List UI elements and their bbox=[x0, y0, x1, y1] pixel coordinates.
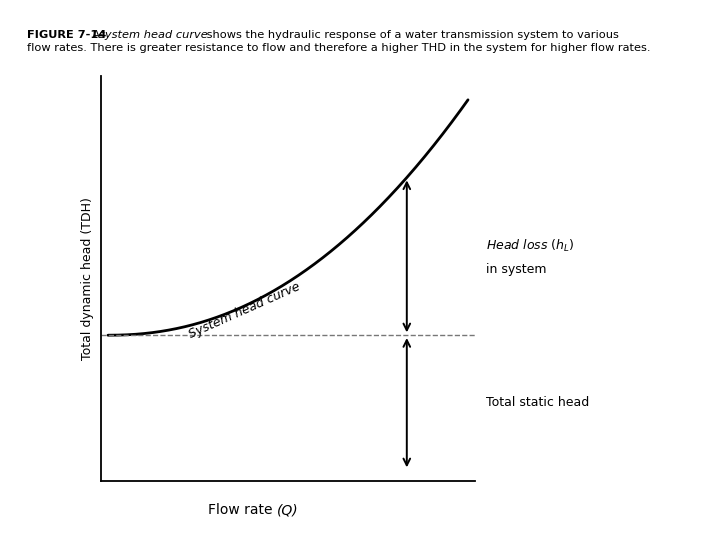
Text: (Q): (Q) bbox=[277, 503, 299, 517]
Text: in system: in system bbox=[486, 264, 546, 276]
Text: Copyright © 2015 by Pearson Education, Inc: Copyright © 2015 by Pearson Education, I… bbox=[421, 505, 623, 515]
Text: flow rates. There is greater resistance to flow and therefore a higher THD in th: flow rates. There is greater resistance … bbox=[27, 43, 651, 53]
Text: System head curve: System head curve bbox=[187, 280, 302, 341]
Text: Basic Environmental Technology: Basic Environmental Technology bbox=[155, 505, 301, 515]
Text: ALWAYS LEARNING: ALWAYS LEARNING bbox=[4, 510, 129, 524]
Text: system head curve: system head curve bbox=[99, 30, 208, 40]
Text: Total static head: Total static head bbox=[486, 396, 589, 409]
Text: A: A bbox=[85, 30, 104, 40]
Y-axis label: Total dynamic head (TDH): Total dynamic head (TDH) bbox=[81, 197, 94, 360]
Text: , Sixth Edition: , Sixth Edition bbox=[155, 505, 218, 515]
Text: Jerry A. Nathanson | Richard A. Schneider: Jerry A. Nathanson | Richard A. Schneide… bbox=[155, 523, 343, 532]
Text: FIGURE 7-14: FIGURE 7-14 bbox=[27, 30, 107, 40]
Text: Head loss $(h_L)$: Head loss $(h_L)$ bbox=[486, 238, 575, 254]
Text: shows the hydraulic response of a water transmission system to various: shows the hydraulic response of a water … bbox=[203, 30, 619, 40]
Text: Flow rate: Flow rate bbox=[208, 503, 277, 517]
Text: All Rights Reserved: All Rights Reserved bbox=[421, 523, 509, 532]
Text: PEARSON: PEARSON bbox=[622, 508, 719, 526]
